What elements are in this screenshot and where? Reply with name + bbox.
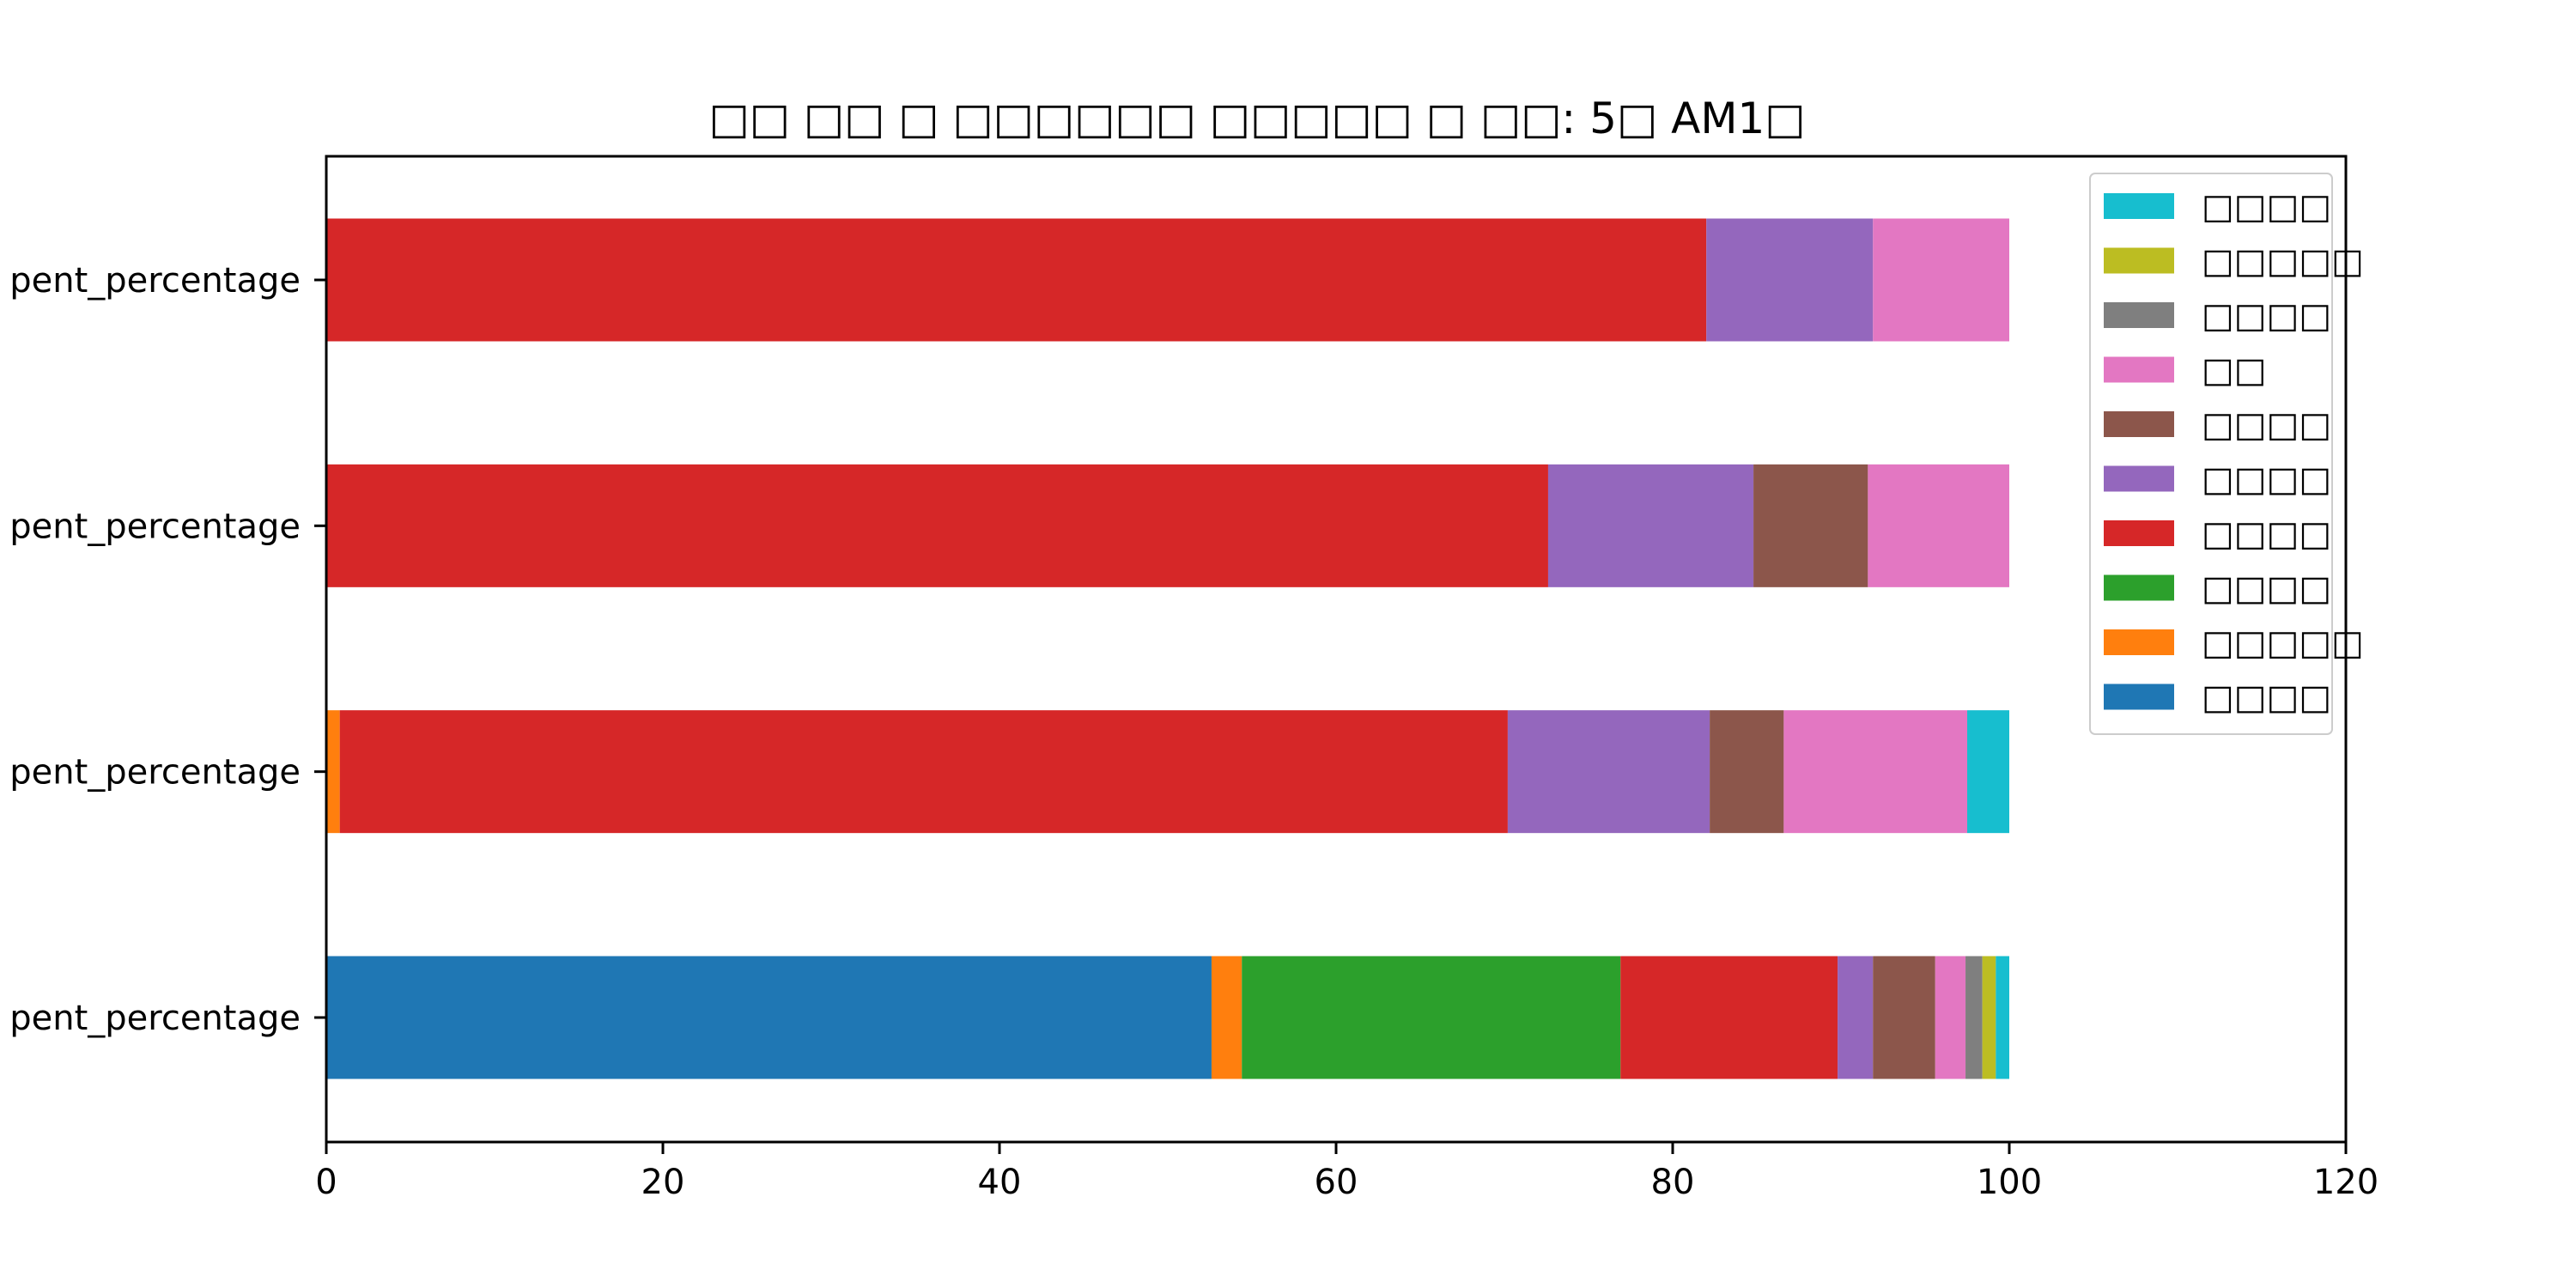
bar-segment [1620, 956, 1838, 1079]
bars-layer [326, 218, 2009, 1079]
x-tick-label: 60 [1315, 1163, 1358, 1202]
x-tick-label: 0 [315, 1163, 337, 1202]
bar-segment [1873, 956, 1935, 1079]
chart-title: □□ □□ □ □□□□□□ □□□□□ □ □□: 5□ AM1□ [708, 94, 1805, 143]
bar-segment [1838, 956, 1874, 1079]
bar-segment [1242, 956, 1621, 1079]
legend-label: □□□□□ [2202, 623, 2364, 663]
x-tick-label: 20 [641, 1163, 685, 1202]
legend-label: □□□□ [2202, 405, 2331, 445]
bar-segment [326, 218, 1707, 342]
bar-segment [326, 710, 340, 834]
legend-swatch [2104, 356, 2174, 383]
y-tick-label: pent_percentage [9, 261, 301, 301]
bar-segment [1507, 710, 1710, 834]
bar-segment [1967, 710, 2009, 834]
x-tick-label: 120 [2313, 1163, 2379, 1202]
bar-segment [1547, 464, 1754, 587]
bar-segment [1965, 956, 1983, 1079]
x-tick-label: 100 [1977, 1163, 2042, 1202]
legend-swatch [2104, 465, 2174, 492]
legend-swatch [2104, 574, 2174, 601]
bar-segment [1982, 956, 1996, 1079]
bar-segment [326, 464, 1548, 587]
legend-swatch [2104, 193, 2174, 219]
legend-label: □□ [2202, 351, 2267, 391]
bar-segment [1868, 464, 2009, 587]
legend-label: □□□□□ [2202, 242, 2364, 282]
y-axis: pent_percentage pent_percentage pent_perce… [9, 261, 326, 1038]
legend-swatch [2104, 247, 2174, 274]
bar-segment [1935, 956, 1966, 1079]
legend-swatch [2104, 302, 2174, 328]
bar-segment [1996, 956, 2009, 1079]
legend-label: □□□□ [2202, 678, 2331, 718]
x-tick-label: 80 [1651, 1163, 1695, 1202]
y-tick-label: pent_percentage [9, 753, 301, 793]
y-tick-label: pent_percentage [9, 999, 301, 1038]
y-tick-label: pent_percentage [9, 507, 301, 546]
legend-label: □□□□ [2202, 514, 2331, 554]
legend-label: □□□□ [2202, 460, 2331, 500]
legend-swatch [2104, 520, 2174, 546]
legend-label: □□□□ [2202, 569, 2331, 609]
plot-frame [325, 155, 2348, 1144]
bar-segment [1873, 218, 2009, 342]
bar-segment [1211, 956, 1242, 1079]
legend-label: □□□□ [2202, 296, 2331, 336]
bar-segment [1710, 710, 1784, 834]
legend-swatch [2104, 629, 2174, 655]
bar-segment [339, 710, 1508, 834]
bar-segment [1753, 464, 1868, 587]
legend-swatch [2104, 411, 2174, 437]
bar-segment [1783, 710, 1967, 834]
x-axis: 0 20 40 60 80 100 120 [315, 1142, 2379, 1202]
legend-label: □□□□ [2202, 187, 2331, 227]
legend: □□□□□□□□□□□□□□□□□□□□□□□□□□□□□□□□□□□□□□□□ [2089, 173, 2364, 735]
legend-swatch [2104, 683, 2174, 710]
bar-segment [326, 956, 1212, 1079]
bar-segment [1706, 218, 1874, 342]
x-tick-label: 40 [978, 1163, 1022, 1202]
